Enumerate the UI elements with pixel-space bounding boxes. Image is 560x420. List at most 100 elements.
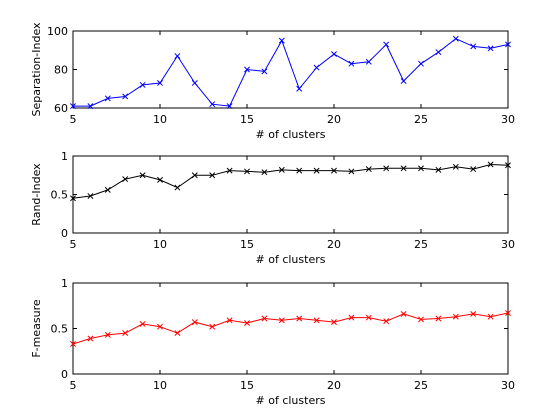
f-measure-data-point — [296, 315, 303, 322]
f-measure-data-point — [313, 317, 320, 324]
separation-index-data-point — [157, 80, 163, 86]
separation-index-data-point — [226, 103, 233, 110]
separation-index-plot: 5 10 15 20 25 30 60 80 100 # of clusters Separatio… — [30, 22, 515, 141]
f-measure-data-point — [226, 317, 233, 324]
rand-index-x-tick-label: 5 — [70, 238, 77, 251]
separation-index-axes-box — [72, 30, 509, 109]
rand-index-data-point — [226, 167, 233, 174]
rand-index-data-point — [139, 172, 146, 179]
separation-index-data-point — [418, 60, 424, 67]
rand-index-data-point — [487, 161, 494, 168]
rand-index-data-point — [209, 172, 216, 179]
separation-index-x-tick-label: 20 — [327, 113, 341, 126]
f-measure-x-tick-label: 25 — [414, 379, 428, 392]
f-measure-data-point — [70, 341, 76, 347]
separation-index-data-point — [278, 37, 285, 44]
rand-index-y-tick-label: 0 — [61, 227, 68, 240]
rand-index-data-point — [313, 167, 320, 174]
separation-index-data-point — [487, 45, 494, 52]
rand-index-data-point — [191, 172, 198, 179]
f-measure-data-point — [331, 319, 337, 326]
separation-index-data-point — [470, 43, 477, 50]
separation-index-series-line — [73, 38, 509, 107]
rand-index-x-tick-label: 25 — [414, 238, 428, 251]
f-measure-data-point — [87, 335, 94, 342]
f-measure-x-tick-label: 30 — [501, 379, 515, 392]
separation-index-x-tick-label: 25 — [414, 113, 428, 126]
f-measure-y-axis-label: F-measure — [30, 299, 43, 358]
separation-index-data-point — [331, 51, 337, 58]
separation-index-y-axis-label: Separation-Index — [30, 22, 43, 117]
separation-index-x-tick-label: 15 — [240, 113, 254, 126]
separation-index-data-point — [435, 49, 442, 56]
separation-index-data-point — [87, 103, 94, 110]
rand-index-data-point — [452, 163, 459, 170]
separation-index-x-tick-label: 10 — [153, 113, 167, 126]
f-measure-data-point — [365, 314, 372, 321]
separation-index-y-tick-label: 100 — [47, 25, 68, 38]
f-measure-series-line — [72, 312, 509, 345]
rand-index-data-point — [157, 176, 163, 183]
rand-index-data-point — [470, 166, 477, 173]
rand-index-y-axis-label: Rand-Index — [30, 163, 43, 226]
rand-index-data-point — [70, 195, 76, 202]
separation-index-data-point — [104, 95, 111, 102]
f-measure-y-tick-label: 0.5 — [51, 323, 69, 336]
f-measure-data-point — [244, 320, 250, 326]
separation-index-data-point — [383, 41, 390, 48]
rand-index-data-point — [505, 162, 511, 169]
f-measure-data-point — [157, 323, 163, 330]
separation-index-data-point — [296, 85, 303, 92]
rand-index-data-point — [261, 169, 268, 176]
rand-index-data-point — [331, 167, 337, 174]
f-measure-data-point — [191, 319, 198, 326]
separation-index-data-point — [209, 101, 216, 108]
rand-index-data-point — [278, 166, 285, 173]
rand-index-series-line — [72, 163, 509, 199]
rand-index-data-point — [383, 165, 390, 172]
f-measure-data-point — [348, 314, 355, 321]
separation-index-x-tick-label: 5 — [70, 113, 77, 126]
f-measure-y-tick-label: 0 — [61, 368, 68, 381]
f-measure-x-tick-label: 10 — [153, 379, 167, 392]
rand-index-data-point — [87, 193, 94, 199]
rand-index-y-tick-label: 1 — [61, 150, 68, 163]
rand-index-data-point — [400, 165, 407, 172]
rand-index-axes-box — [72, 155, 509, 234]
rand-index-data-point — [296, 167, 303, 174]
rand-index-data-point — [435, 166, 442, 173]
f-measure-data-point — [209, 323, 216, 330]
f-measure-data-point — [505, 310, 511, 316]
separation-index-data-point — [122, 93, 129, 100]
separation-index-data-point — [505, 41, 511, 48]
f-measure-y-tick-label: 1 — [61, 277, 68, 290]
f-measure-data-point — [452, 313, 459, 320]
f-measure-data-point — [487, 313, 494, 320]
separation-index-data-point — [244, 66, 250, 73]
f-measure-data-point — [261, 315, 268, 322]
separation-index-data-point — [400, 78, 407, 85]
separation-index-data-point — [348, 60, 355, 67]
rand-index-data-point — [348, 168, 355, 175]
rand-index-x-tick-label: 15 — [240, 238, 254, 251]
f-measure-data-point — [435, 315, 442, 322]
f-measure-data-point — [278, 317, 285, 324]
f-measure-data-point — [139, 320, 146, 327]
f-measure-data-point — [174, 330, 181, 337]
f-measure-x-tick-label: 5 — [70, 379, 77, 392]
separation-index-data-point — [261, 68, 268, 75]
rand-index-data-point — [244, 168, 250, 175]
f-measure-x-tick-label: 20 — [327, 379, 341, 392]
rand-index-x-axis-label: # of clusters — [256, 253, 326, 266]
separation-index-data-point — [191, 80, 198, 86]
f-measure-data-point — [418, 316, 424, 323]
rand-index-data-point — [122, 176, 129, 183]
f-measure-axes-box — [72, 282, 509, 375]
f-measure-data-point — [383, 318, 390, 325]
f-measure-x-axis-label: # of clusters — [256, 394, 326, 407]
separation-index-data-point — [365, 58, 372, 65]
rand-index-y-tick-label: 0.5 — [51, 189, 69, 202]
separation-index-data-point — [139, 81, 146, 88]
separation-index-data-point — [174, 53, 181, 59]
